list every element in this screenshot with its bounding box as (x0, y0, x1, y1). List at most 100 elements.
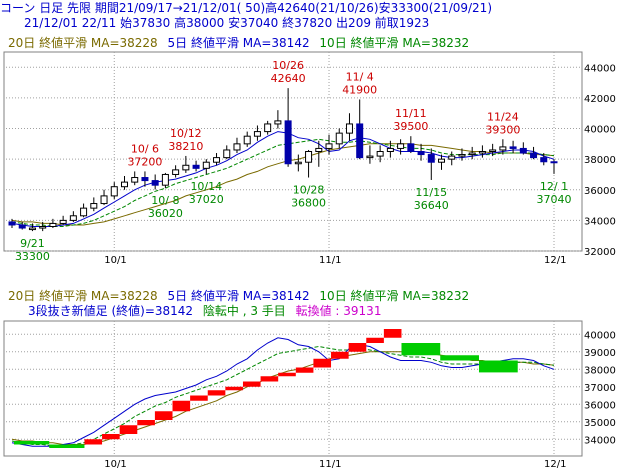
candle-body (284, 120, 292, 165)
candle-body (59, 219, 67, 224)
bottom-x-tick-label: 11/1 (319, 459, 341, 470)
annotation-value: 42640 (271, 72, 306, 85)
candle-body (438, 158, 446, 163)
candle-body (376, 151, 384, 157)
line-break-brick (154, 411, 173, 420)
candle-body (39, 226, 47, 229)
line-break-brick (84, 439, 103, 445)
candle-body (519, 147, 527, 154)
candle-body (417, 151, 425, 156)
annotation-value: 37020 (189, 193, 224, 206)
top-line-ma5 (11, 131, 555, 227)
line-break-brick (137, 420, 155, 426)
top-line-ma20 (11, 143, 555, 226)
candle-body (192, 164, 200, 169)
bottom-x-tick-label: 10/1 (104, 459, 126, 470)
annotation-value: 37040 (537, 193, 572, 206)
top-x-tick-label: 11/1 (319, 255, 341, 266)
candle-body (540, 157, 548, 163)
top-y-tick-label: 38000 (584, 155, 616, 166)
bottom-y-ticks: 34000 35000 36000 37000 38000 39000 40000 (584, 330, 616, 446)
candle-body (468, 152, 476, 156)
annotation-date: 11/24 (487, 110, 519, 123)
candle-body (509, 146, 517, 149)
candle-body (407, 143, 415, 153)
bottom-legend-ma5: 5日 終値平滑 MA=38142 (168, 288, 310, 303)
top-y-tick-label: 44000 (584, 63, 616, 74)
candle-body (90, 203, 98, 209)
annotation-date: 10/ 6 (131, 142, 159, 155)
candle-body (233, 143, 241, 151)
candle-body (120, 181, 128, 188)
line-break-brick (440, 355, 479, 361)
top-candles (8, 88, 558, 232)
line-break-brick (207, 390, 226, 396)
line-break-brick (478, 360, 518, 373)
candle-body (141, 177, 149, 182)
line-break-brick (49, 444, 85, 448)
top-legend-ma10: 10日 終値平滑 MA=38232 (319, 35, 469, 50)
candle-body (530, 152, 538, 159)
bottom-y-tick-label: 36000 (584, 400, 616, 411)
annotation-date: 10/ 8 (151, 194, 179, 207)
bottom-y-tick-label: 40000 (584, 330, 616, 341)
bottom-y-tick-label: 35000 (584, 418, 616, 429)
annotation-value: 36020 (148, 207, 183, 220)
candle-body (366, 155, 374, 159)
bottom-y-tick-label: 38000 (584, 365, 616, 376)
candle-body (315, 147, 323, 152)
svg-text:3段抜き新値足 (終値)=38142 陰転中 , 3: 3段抜き新値足 (終値)=38142 陰転中 , 3 手目 転換値 : 3913… (28, 303, 381, 318)
bottom-legend-status: 陰転中 , 3 手目 (203, 303, 286, 318)
candle-body (305, 151, 313, 163)
line-break-brick (260, 376, 279, 382)
bottom-x-tick-label: 12/1 (544, 459, 566, 470)
candle-body (294, 161, 302, 165)
annotation-value: 33300 (15, 250, 50, 263)
line-break-brick (102, 434, 120, 440)
candle-body (8, 221, 16, 226)
top-y-tick-label: 34000 (584, 216, 616, 227)
annotation-value: 37200 (127, 155, 162, 168)
annotation-value: 39300 (485, 123, 520, 136)
candle-body (264, 123, 272, 133)
candle-body (274, 120, 282, 125)
candle-body (28, 227, 36, 231)
annotation-value: 36640 (414, 199, 449, 212)
candle-body (550, 161, 558, 164)
candle-body (397, 143, 405, 149)
candle-body (69, 215, 77, 221)
bottom-line-ma5 (11, 337, 555, 447)
annotation-value: 41900 (342, 83, 377, 96)
candle-body (80, 207, 88, 217)
annotation-value: 39500 (393, 120, 428, 133)
annotation-value: 36800 (291, 197, 326, 210)
top-y-tick-label: 36000 (584, 186, 616, 197)
annotation-date: 10/26 (272, 59, 304, 72)
line-break-brick (119, 425, 138, 434)
top-x-tick-label: 12/1 (544, 255, 566, 266)
annotation-date: 11/15 (415, 186, 447, 199)
candle-body (131, 177, 139, 183)
line-break-brick (295, 367, 314, 373)
line-break-brick (242, 381, 261, 387)
top-y-ticks: 32000 34000 36000 38000 40000 42000 44000 (584, 63, 616, 258)
line-break-brick (278, 372, 296, 377)
top-y-tick-label: 40000 (584, 125, 616, 136)
annotation-date: 9/21 (20, 237, 45, 250)
candle-body (253, 131, 261, 137)
svg-text:20日 終値平滑 MA=38228 5日 終値平滑: 20日 終値平滑 MA=38228 5日 終値平滑 MA=38142 10日 終… (8, 35, 469, 50)
line-break-brick (331, 351, 349, 359)
candle-body (223, 149, 231, 159)
chart-header-line1: コーン 日足 先限 期間21/09/17→21/12/01( 50)高42640… (0, 1, 492, 15)
candle-body (345, 123, 353, 134)
top-grid (6, 52, 582, 252)
line-break-brick (348, 343, 367, 352)
candle-body (325, 143, 333, 149)
annotation-date: 10/14 (190, 180, 222, 193)
line-break-brick (172, 400, 191, 412)
chart-header-line2: 21/12/01 22/11 始37830 高38000 安37040 終378… (24, 16, 430, 30)
bottom-panel-frame (3, 320, 583, 457)
candle-body (458, 154, 466, 157)
